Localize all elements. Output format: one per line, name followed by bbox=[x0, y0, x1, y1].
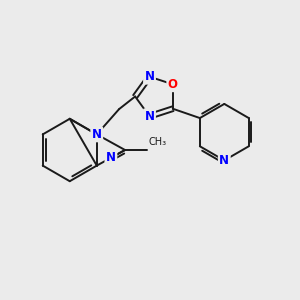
Text: N: N bbox=[145, 70, 154, 83]
Text: N: N bbox=[106, 151, 116, 164]
Text: N: N bbox=[219, 154, 229, 167]
Text: O: O bbox=[168, 78, 178, 91]
Text: CH₃: CH₃ bbox=[149, 137, 167, 147]
Text: N: N bbox=[92, 128, 102, 141]
Text: N: N bbox=[145, 110, 154, 123]
